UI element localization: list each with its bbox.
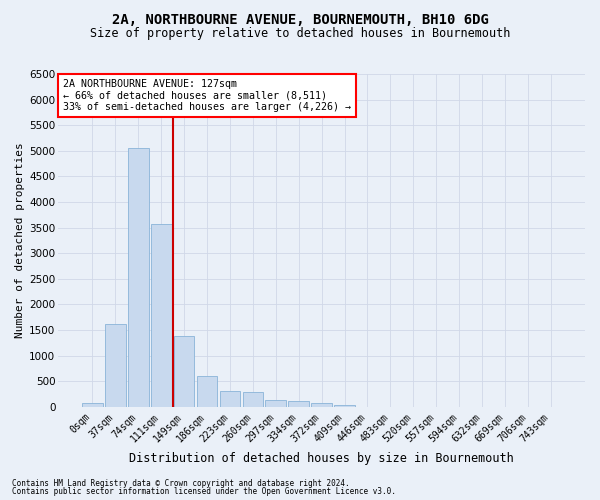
Bar — [265, 400, 286, 407]
Text: Size of property relative to detached houses in Bournemouth: Size of property relative to detached ho… — [90, 28, 510, 40]
Bar — [242, 392, 263, 407]
Bar — [334, 405, 355, 407]
X-axis label: Distribution of detached houses by size in Bournemouth: Distribution of detached houses by size … — [129, 452, 514, 465]
Text: Contains public sector information licensed under the Open Government Licence v3: Contains public sector information licen… — [12, 487, 396, 496]
Bar — [197, 376, 217, 407]
Y-axis label: Number of detached properties: Number of detached properties — [15, 142, 25, 338]
Bar — [220, 392, 240, 407]
Bar — [151, 224, 172, 407]
Bar — [128, 148, 149, 407]
Text: Contains HM Land Registry data © Crown copyright and database right 2024.: Contains HM Land Registry data © Crown c… — [12, 478, 350, 488]
Bar — [311, 403, 332, 407]
Bar — [174, 336, 194, 407]
Text: 2A NORTHBOURNE AVENUE: 127sqm
← 66% of detached houses are smaller (8,511)
33% o: 2A NORTHBOURNE AVENUE: 127sqm ← 66% of d… — [64, 79, 352, 112]
Bar — [105, 324, 125, 407]
Bar — [289, 401, 309, 407]
Bar — [82, 403, 103, 407]
Text: 2A, NORTHBOURNE AVENUE, BOURNEMOUTH, BH10 6DG: 2A, NORTHBOURNE AVENUE, BOURNEMOUTH, BH1… — [112, 12, 488, 26]
